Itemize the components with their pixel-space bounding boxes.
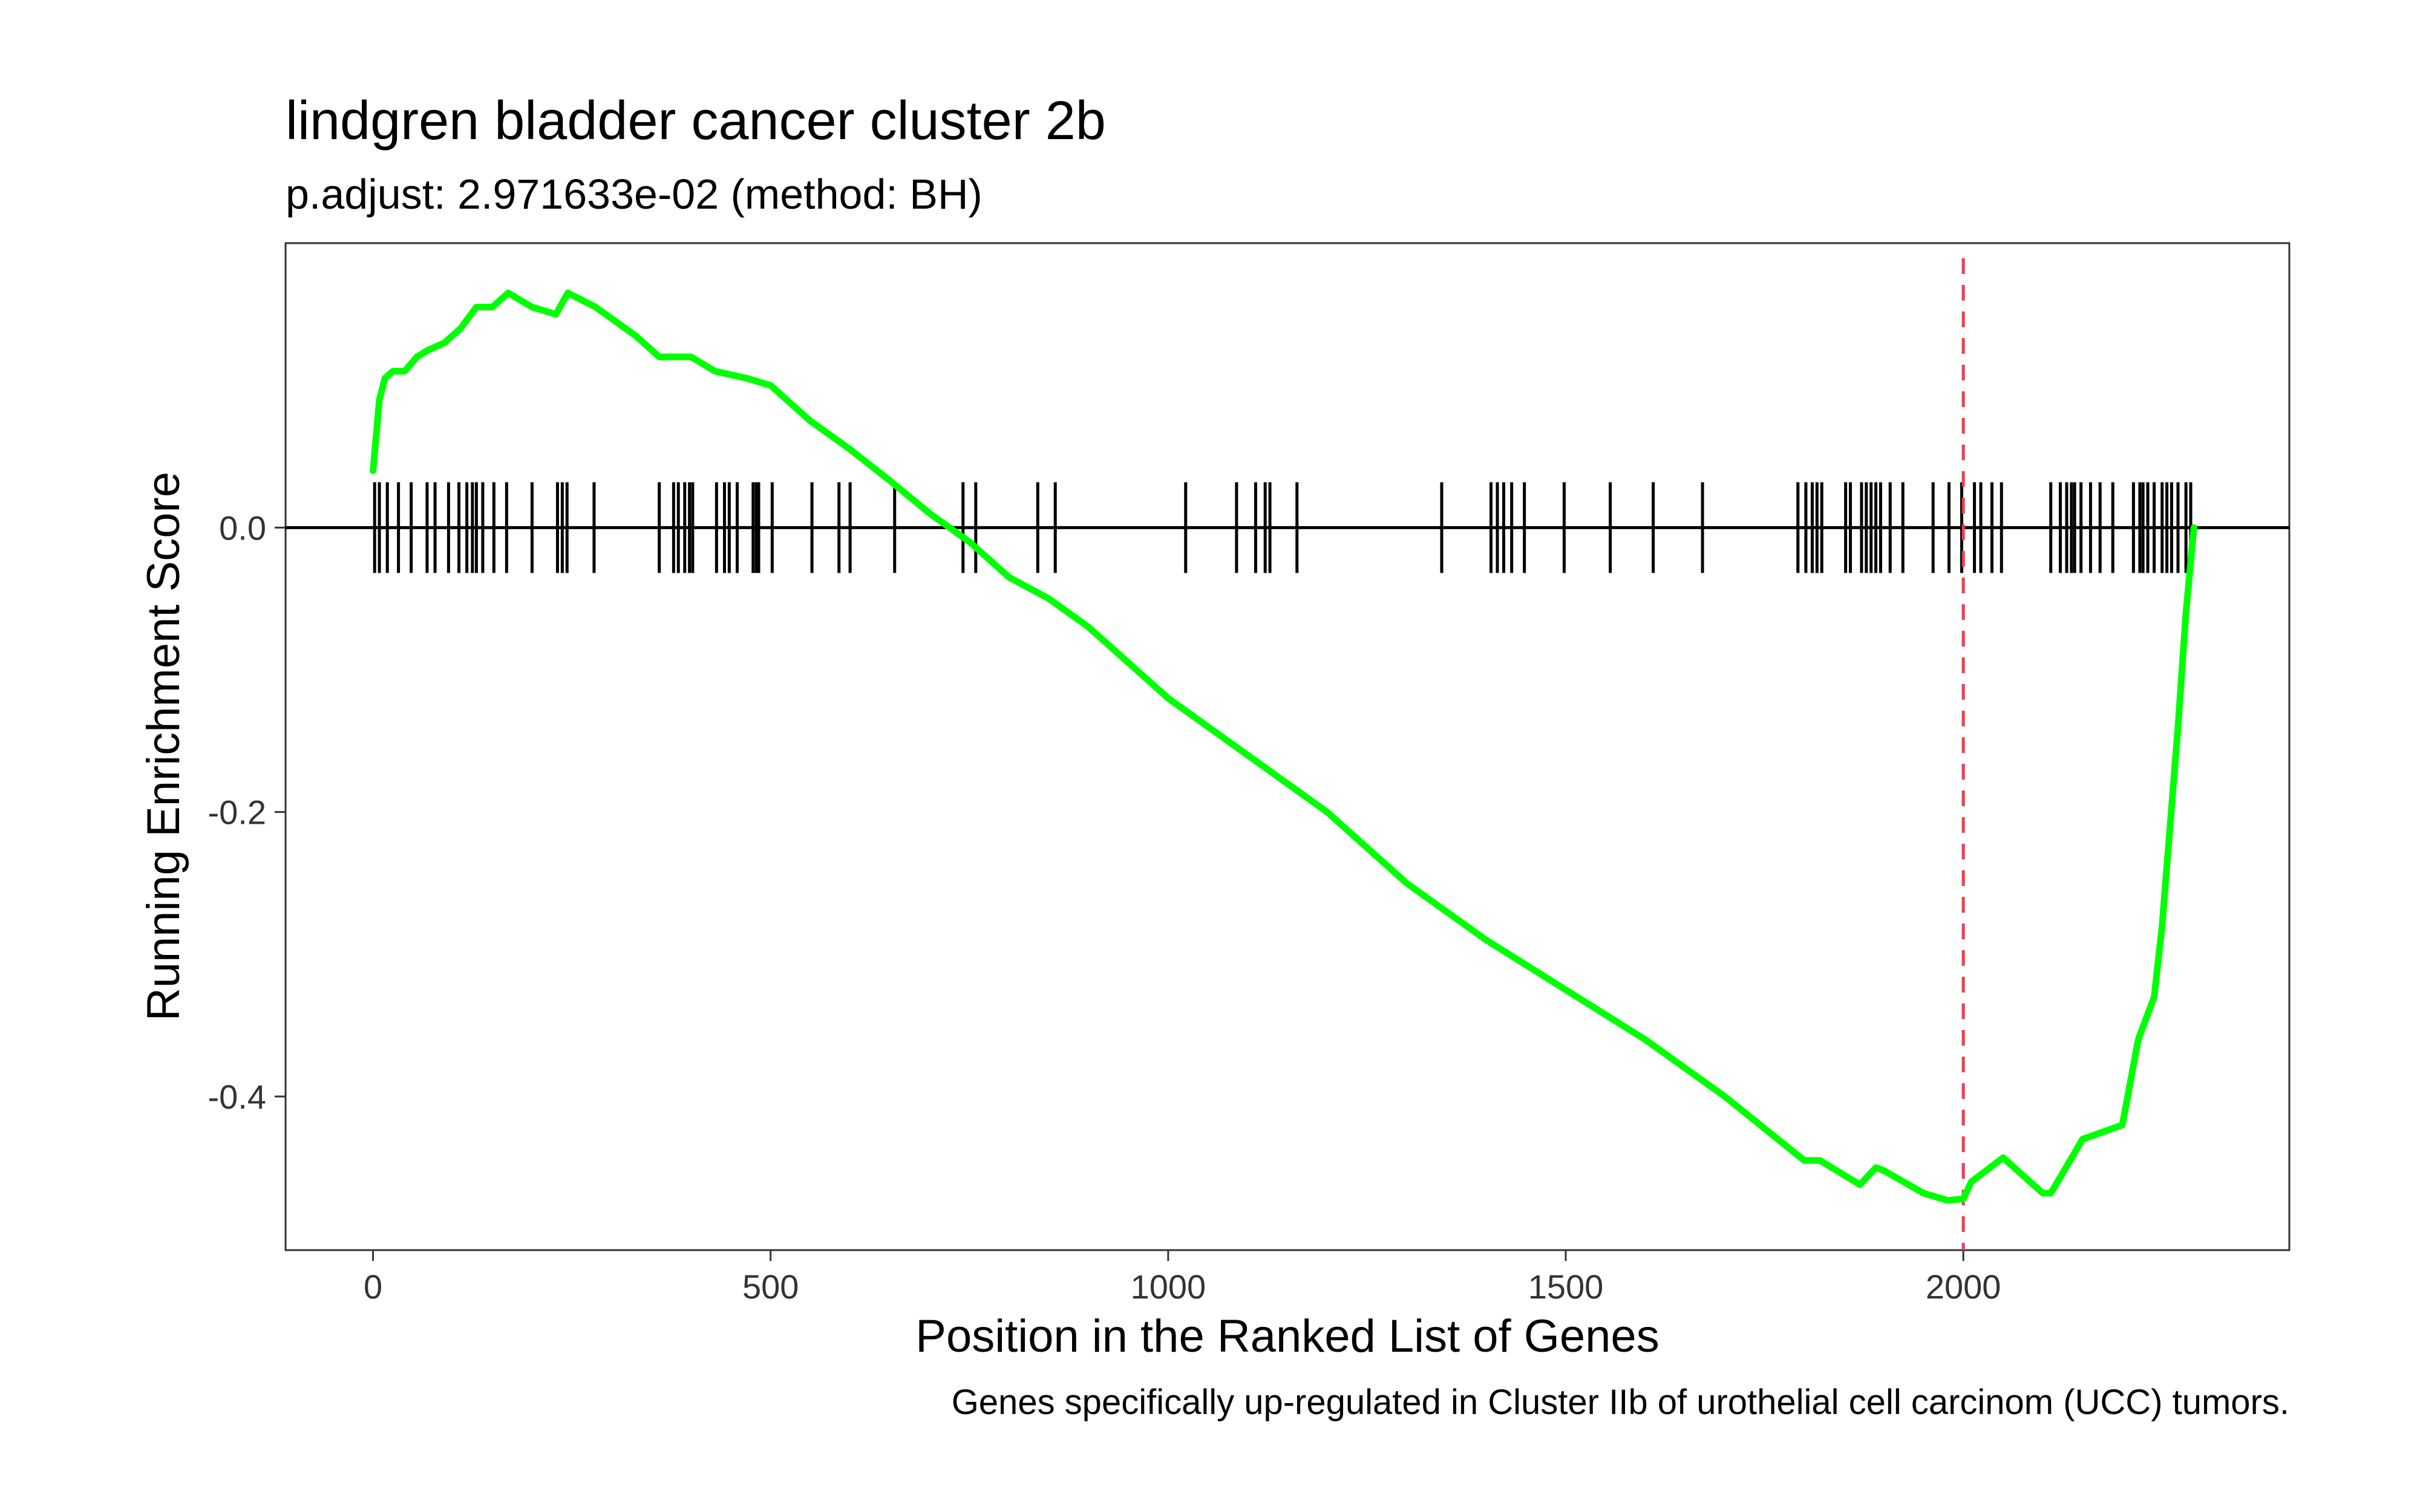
y-axis-label: Running Enrichment Score: [138, 472, 189, 1021]
y-tick-label: -0.2: [208, 793, 267, 832]
x-tick-label: 1000: [1131, 1268, 1206, 1306]
x-tick-label: 2000: [1926, 1268, 2001, 1306]
x-axis: 0 500 1000 1500 2000: [364, 1250, 2001, 1306]
x-axis-label: Position in the Ranked List of Genes: [915, 1311, 1659, 1362]
x-tick-label: 0: [364, 1268, 382, 1306]
chart-title: lindgren bladder cancer cluster 2b: [286, 91, 1106, 151]
y-axis: 0.0 -0.2 -0.4: [208, 509, 286, 1116]
x-tick-label: 500: [742, 1268, 799, 1306]
y-tick-label: 0.0: [219, 509, 266, 547]
running-es-line: [370, 289, 2197, 1204]
y-tick-label: -0.4: [208, 1078, 267, 1116]
chart-caption: Genes specifically up-regulated in Clust…: [952, 1383, 2289, 1422]
x-tick-label: 1500: [1528, 1268, 1604, 1306]
plot-panel: [284, 242, 2291, 1251]
chart-subtitle: p.adjust: 2.971633e-02 (method: BH): [286, 171, 983, 218]
